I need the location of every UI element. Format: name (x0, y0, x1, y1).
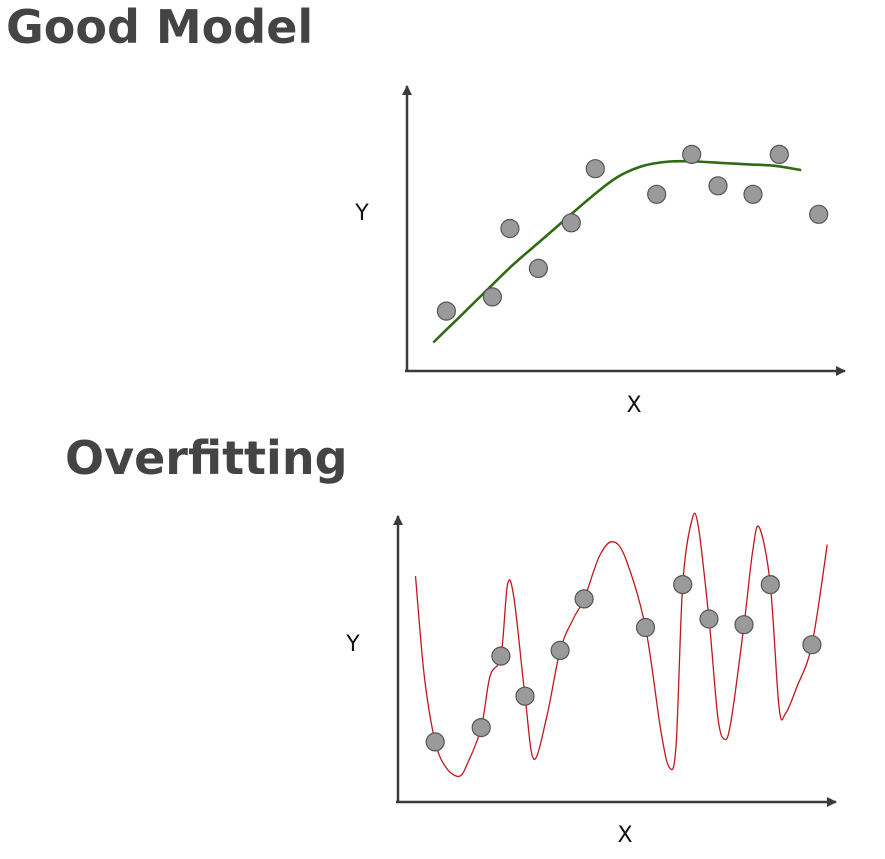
overfitting-data-point-4 (515, 686, 535, 706)
good-model-fit-curve (432, 159, 802, 344)
good-model-data-point-1 (436, 301, 456, 321)
good-model-data-point-5 (561, 213, 581, 233)
overfitting-y-label: Y (345, 632, 360, 657)
good-model-title: Good Model (6, 0, 314, 54)
overfitting-data-point-1 (425, 732, 445, 752)
overfitting-data-point-9 (699, 609, 719, 629)
good-model-points (436, 144, 829, 321)
overfitting-x-label: X (617, 823, 632, 848)
overfitting-data-point-6 (574, 589, 594, 609)
overfitting-data-point-5 (550, 640, 570, 661)
good-model-data-point-6 (585, 159, 605, 179)
good-model-data-point-7 (647, 184, 667, 204)
good-model-data-point-11 (769, 144, 789, 164)
overfitting-points (425, 574, 822, 752)
good-model-data-point-4 (528, 258, 549, 278)
good-model-x-label: X (626, 393, 641, 418)
overfitting-chart: Y X (345, 512, 837, 848)
overfitting-fit-curve (414, 512, 828, 778)
good-model-data-point-2 (482, 287, 502, 307)
overfitting-data-point-3 (491, 646, 511, 666)
good-model-data-point-10 (743, 184, 763, 204)
overfitting-title: Overfitting (65, 431, 348, 485)
overfitting-data-point-10 (734, 615, 754, 635)
good-model-data-point-12 (809, 204, 829, 224)
overfitting-data-point-2 (471, 717, 491, 738)
good-model-chart: Y X (354, 85, 846, 418)
overfitting-data-point-7 (635, 617, 656, 638)
good-model-data-point-9 (708, 176, 728, 196)
good-model-data-point-8 (682, 144, 702, 164)
overfitting-data-point-11 (760, 574, 780, 595)
good-model-y-label: Y (354, 201, 369, 226)
overfitting-data-point-8 (673, 574, 693, 595)
overfitting-data-point-12 (802, 635, 822, 655)
good-model-data-point-3 (500, 218, 520, 239)
